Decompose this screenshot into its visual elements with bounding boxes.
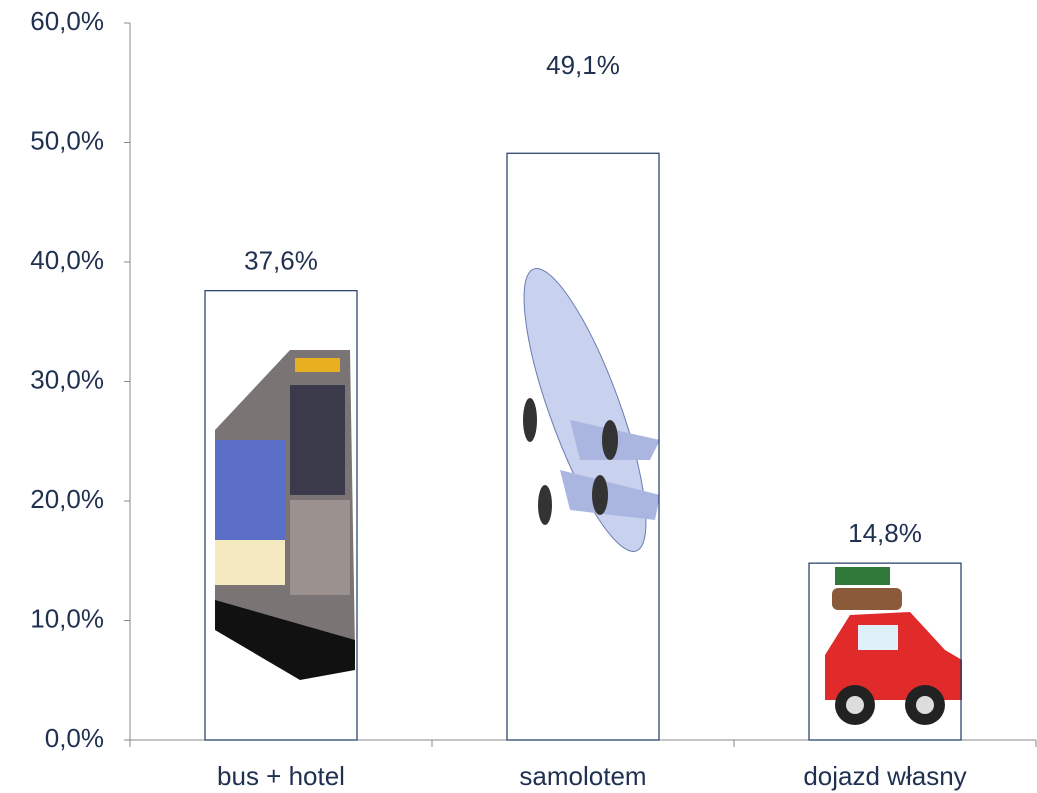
y-tick-label: 60,0% xyxy=(30,6,104,36)
y-tick-label: 50,0% xyxy=(30,125,104,155)
bar xyxy=(204,290,358,741)
bus-picture xyxy=(215,350,355,680)
value-label: 37,6% xyxy=(244,246,318,276)
car-picture xyxy=(825,567,962,725)
value-label: 49,1% xyxy=(546,50,620,80)
x-tick-label: samolotem xyxy=(519,761,646,791)
bar xyxy=(808,562,962,741)
y-tick-label: 20,0% xyxy=(30,484,104,514)
x-tick-label: bus + hotel xyxy=(217,761,345,791)
value-label: 14,8% xyxy=(848,518,922,548)
y-tick-label: 40,0% xyxy=(30,245,104,275)
x-tick-label: dojazd własny xyxy=(803,761,966,791)
y-tick-label: 30,0% xyxy=(30,364,104,394)
y-tick-label: 10,0% xyxy=(30,603,104,633)
bar xyxy=(506,152,660,741)
plane-picture xyxy=(523,268,660,552)
y-tick-label: 0,0% xyxy=(45,723,104,753)
